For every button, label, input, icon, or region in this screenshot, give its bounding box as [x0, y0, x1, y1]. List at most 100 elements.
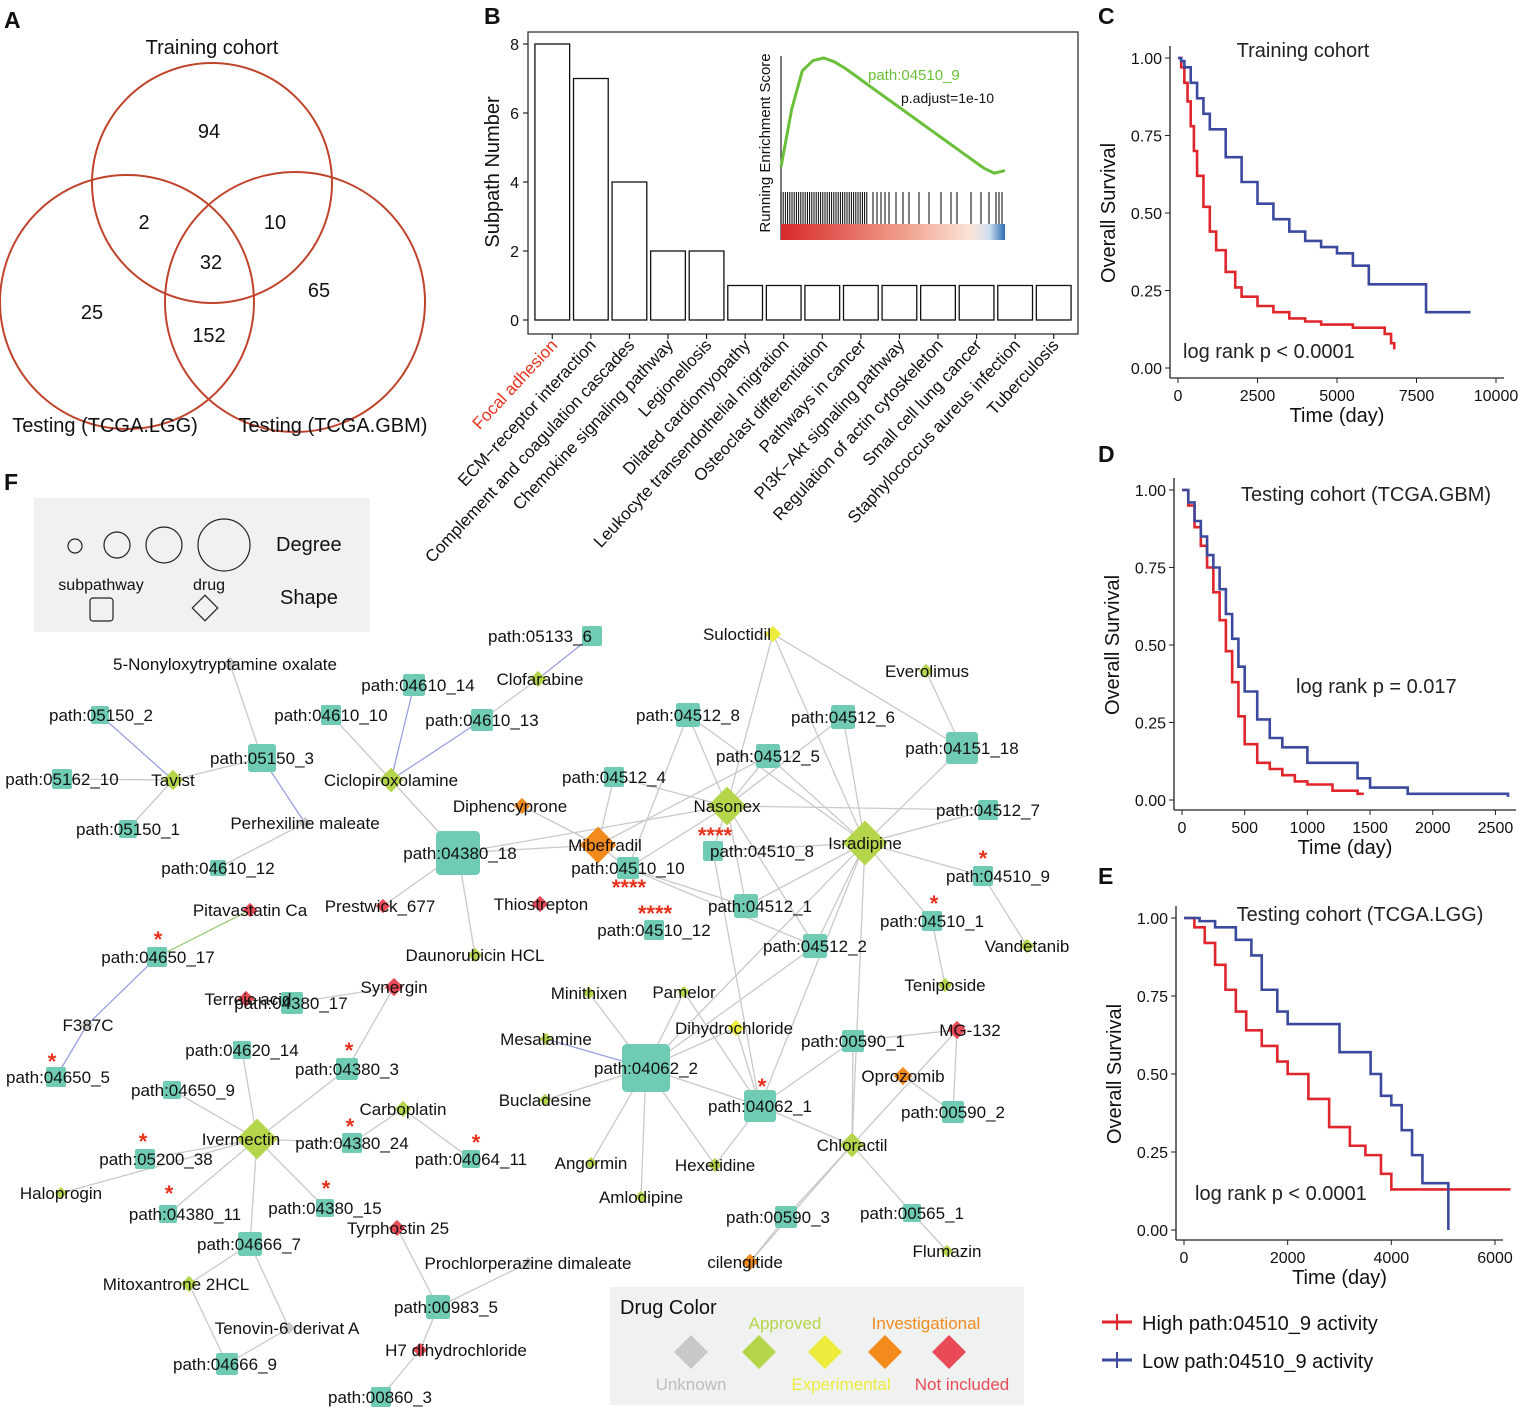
- node-path-04650-17[interactable]: [147, 947, 167, 967]
- node-isradipine[interactable]: [842, 820, 888, 866]
- node-path-04512-2[interactable]: [803, 934, 827, 958]
- node-daunorubicin-hcl[interactable]: [467, 947, 483, 963]
- node-bucladesine[interactable]: [538, 1093, 552, 1107]
- node-path-00860-3[interactable]: [371, 1387, 391, 1407]
- drug-color-swatch-approved: [742, 1335, 776, 1369]
- node-path-04380-11[interactable]: [159, 1205, 177, 1223]
- venn-count-lgg-only: 25: [81, 302, 103, 324]
- node-path-04062-1[interactable]: [744, 1090, 776, 1122]
- node-pamelor[interactable]: [677, 985, 691, 999]
- node-label-path-00983-5: path:00983_5: [394, 1298, 498, 1317]
- node-nasonex[interactable]: [707, 786, 747, 826]
- node-path-00590-2[interactable]: [942, 1101, 964, 1123]
- node-chloractil[interactable]: [839, 1132, 865, 1158]
- km-x-tick-label: 2500: [1240, 388, 1276, 405]
- edge-isradipine-path-04151-18: [864, 747, 963, 844]
- node-path-04380-24[interactable]: [342, 1133, 362, 1153]
- node-path-04650-9[interactable]: [163, 1081, 181, 1099]
- node-path-04510-12[interactable]: [644, 920, 664, 940]
- node-path-05150-3[interactable]: [248, 744, 276, 772]
- node-path-04380-17[interactable]: [281, 992, 303, 1014]
- node-minithixen[interactable]: [582, 986, 596, 1000]
- node-path-05150-1[interactable]: [119, 820, 137, 838]
- node-5-nonyloxytryptamine-oxalate[interactable]: [222, 656, 238, 672]
- node-path-04510-8[interactable]: [703, 841, 723, 861]
- node-path-04064-11[interactable]: [462, 1150, 480, 1168]
- node-path-04510-1[interactable]: [922, 911, 942, 931]
- node-path-04380-18[interactable]: [436, 831, 480, 875]
- edge-path-05162-10-tavist: [61, 778, 174, 781]
- node-label-clofarabine: Clofarabine: [497, 670, 584, 689]
- node-ciclopiroxolamine[interactable]: [378, 767, 404, 793]
- node-path-04512-4[interactable]: [604, 767, 624, 787]
- node-mesalamine[interactable]: [539, 1032, 553, 1046]
- node-mibefradil[interactable]: [579, 826, 617, 864]
- edge-path-04380-18-nasonex: [457, 805, 728, 854]
- node-amlodipine[interactable]: [634, 1190, 648, 1204]
- node-label-mg-132: MG-132: [939, 1021, 1000, 1040]
- node-path-04610-12[interactable]: [210, 860, 226, 876]
- node-path-04650-5[interactable]: [46, 1067, 66, 1087]
- node-path-00565-1[interactable]: [903, 1204, 921, 1222]
- node-path-04610-14[interactable]: [403, 674, 425, 696]
- node-teniposide[interactable]: [937, 977, 953, 993]
- node-thiostrepton[interactable]: [531, 895, 549, 913]
- node-label-everolimus: Everolimus: [885, 662, 969, 681]
- node-f387c[interactable]: [80, 1018, 94, 1032]
- node-flumazin[interactable]: [940, 1244, 954, 1258]
- node-path-04512-6[interactable]: [831, 705, 855, 729]
- node-perhexiline-maleate[interactable]: [298, 816, 312, 830]
- node-diphencyprone[interactable]: [513, 797, 531, 815]
- node-pitavastatin-ca[interactable]: [242, 902, 258, 918]
- node-path-04666-9[interactable]: [216, 1353, 238, 1375]
- node-synergin[interactable]: [384, 977, 404, 997]
- node-path-04380-3[interactable]: [336, 1058, 358, 1080]
- node-terreic-acid[interactable]: [237, 990, 255, 1008]
- gsea-hit-ticks: [780, 192, 1003, 224]
- node-path-04610-13[interactable]: [471, 709, 493, 731]
- node-path-04380-15[interactable]: [316, 1199, 334, 1217]
- edge-nasonex-path-04512-4: [613, 776, 728, 807]
- node-oprozomib[interactable]: [893, 1066, 913, 1086]
- edge-isradipine-path-04510-8: [712, 842, 866, 852]
- node-path-00590-3[interactable]: [775, 1206, 797, 1228]
- node-prestwick-677[interactable]: [375, 898, 391, 914]
- node-path-05133-6[interactable]: [582, 626, 602, 646]
- node-path-00590-1[interactable]: [842, 1030, 864, 1052]
- node-everolimus[interactable]: [918, 663, 934, 679]
- km-y-tick-label: 0.50: [1131, 206, 1162, 223]
- node-path-00983-5[interactable]: [426, 1295, 450, 1319]
- node-suloctidil[interactable]: [764, 625, 782, 643]
- node-label-prochlorperazine-dimaleate: Prochlorperazine dimaleate: [425, 1254, 632, 1273]
- node-path-05162-10[interactable]: [52, 769, 72, 789]
- node-path-04666-7[interactable]: [238, 1232, 262, 1256]
- node-path-04510-9[interactable]: [973, 866, 993, 886]
- node-path-05200-38[interactable]: [135, 1149, 155, 1169]
- node-path-04620-14[interactable]: [233, 1041, 251, 1059]
- node-angormin[interactable]: [584, 1156, 598, 1170]
- km-y-tick-label: 1.00: [1137, 911, 1168, 928]
- node-vandetanib[interactable]: [1019, 938, 1035, 954]
- node-clofarabine[interactable]: [529, 670, 547, 688]
- node-path-04512-8[interactable]: [676, 703, 700, 727]
- edge-path-04610-10-ciclopiroxolamine: [330, 714, 392, 781]
- edge-tyrphostin-25-path-00983-5: [396, 1227, 439, 1308]
- edge-path-04610-14-ciclopiroxolamine: [390, 684, 415, 781]
- edge-path-00983-5-prochlorperazine-dimaleate: [437, 1262, 529, 1308]
- km-x-tick-label: 500: [1231, 820, 1258, 837]
- node-label-path-00590-1: path:00590_1: [801, 1032, 905, 1051]
- node-path-04512-5[interactable]: [756, 744, 780, 768]
- node-path-04610-10[interactable]: [321, 705, 341, 725]
- node-path-04062-2[interactable]: [622, 1044, 670, 1092]
- node-path-04510-10[interactable]: [617, 857, 639, 879]
- node-dihydrochloride[interactable]: [727, 1019, 745, 1037]
- edge-path-04512-2-path-04062-2: [645, 945, 816, 1069]
- node-path-04151-18[interactable]: [946, 732, 978, 764]
- node-path-04512-7[interactable]: [978, 800, 998, 820]
- node-mg-132[interactable]: [947, 1020, 967, 1040]
- node-prochlorperazine-dimaleate[interactable]: [521, 1256, 535, 1270]
- node-path-04512-1[interactable]: [734, 894, 758, 918]
- node-path-05150-2[interactable]: [91, 706, 109, 724]
- bar-staphylococcus-aureus-infection: [997, 284, 1034, 321]
